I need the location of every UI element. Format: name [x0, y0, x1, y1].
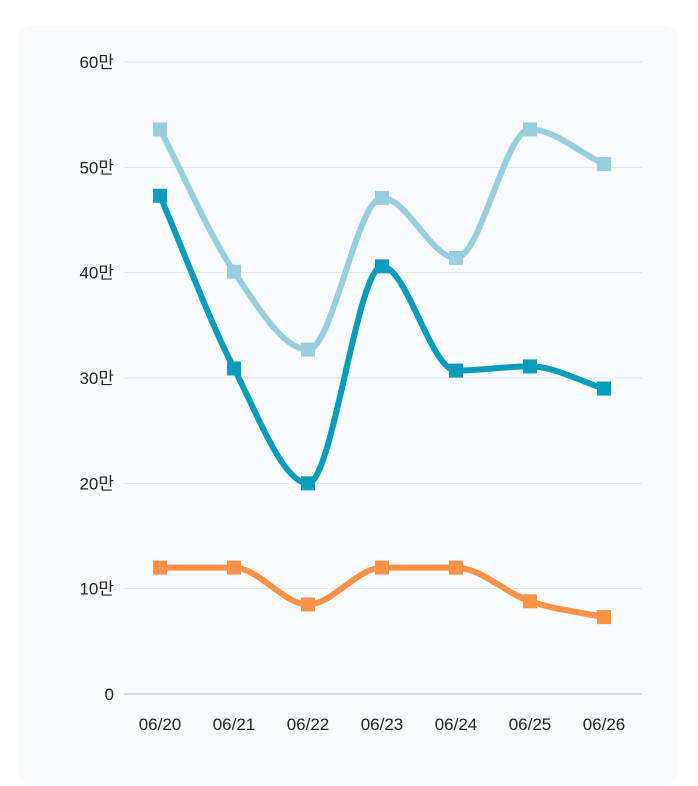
series-teal-point[interactable] [153, 188, 167, 203]
x-tick-label: 06/21 [213, 715, 256, 734]
series-teal-point[interactable] [375, 259, 389, 274]
series-orange-point[interactable] [597, 610, 611, 625]
x-tick-label: 06/22 [287, 715, 330, 734]
series-teal-point[interactable] [449, 363, 463, 378]
series-teal-point[interactable] [301, 476, 315, 491]
series-orange-point[interactable] [449, 560, 463, 575]
series-orange-point[interactable] [227, 560, 241, 575]
series-teal-point[interactable] [597, 381, 611, 396]
x-tick-label: 06/23 [361, 715, 404, 734]
series-orange-point[interactable] [523, 594, 537, 609]
series-light-blue-point[interactable] [597, 157, 611, 172]
series-light-blue-point[interactable] [523, 122, 537, 137]
y-tick-label: 60만 [79, 53, 114, 72]
x-axis: 06/20 06/21 06/22 06/23 06/24 06/25 06/26 [139, 715, 626, 734]
x-tick-label: 06/25 [509, 715, 552, 734]
series-light-blue-point[interactable] [153, 122, 167, 137]
series-light-blue-point[interactable] [449, 250, 463, 265]
y-axis: 0 10만 20만 30만 40만 50만 60만 [79, 53, 114, 704]
y-tick-label: 0 [105, 685, 114, 704]
x-tick-label: 06/24 [435, 715, 478, 734]
y-tick-label: 30만 [79, 369, 114, 388]
chart-card [18, 26, 678, 786]
series-light-blue-point[interactable] [375, 190, 389, 205]
series-light-blue-point[interactable] [301, 342, 315, 357]
y-tick-label: 20만 [79, 474, 114, 493]
series-orange-line [157, 564, 607, 621]
series-light-blue-point[interactable] [227, 264, 241, 279]
y-tick-label: 50만 [79, 158, 114, 177]
y-tick-label: 10만 [79, 580, 114, 599]
series-light-blue-line [157, 126, 607, 353]
series-orange-point[interactable] [301, 597, 315, 612]
series-markers [153, 122, 611, 625]
series-orange-point[interactable] [153, 560, 167, 575]
grid-lines [124, 61, 642, 695]
x-tick-label: 06/20 [139, 715, 182, 734]
series-teal-line [157, 192, 607, 487]
series-orange-point[interactable] [375, 560, 389, 575]
y-tick-label: 40만 [79, 264, 114, 283]
series-teal-point[interactable] [523, 359, 537, 374]
series-teal-point[interactable] [227, 361, 241, 376]
x-tick-label: 06/26 [583, 715, 626, 734]
